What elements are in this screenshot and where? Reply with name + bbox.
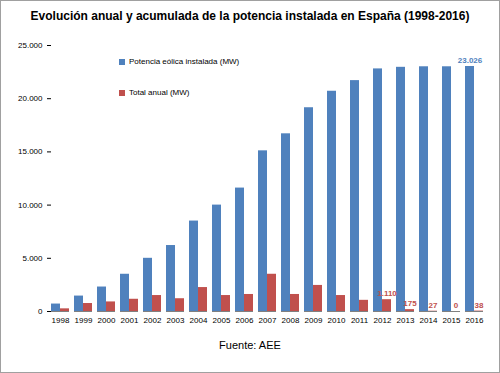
svg-text:2005: 2005	[213, 316, 231, 325]
html-text:Total anual (MW): Total anual (MW)	[129, 88, 190, 97]
svg-text:2014: 2014	[420, 316, 438, 325]
svg-text:2016: 2016	[466, 316, 484, 325]
svg-text:0: 0	[454, 301, 459, 310]
svg-text:2013: 2013	[397, 316, 415, 325]
svg-text:1.110: 1.110	[377, 289, 397, 298]
svg-text:2003: 2003	[167, 316, 185, 325]
svg-text:2015: 2015	[443, 316, 461, 325]
html-text:Potencia eólica instalada (MW): Potencia eólica instalada (MW)	[129, 57, 240, 66]
svg-text:2012: 2012	[374, 316, 392, 325]
html-text:Evolución anual y acumulada de: Evolución anual y acumulada de la potenc…	[30, 9, 470, 23]
svg-text:2007: 2007	[259, 316, 277, 325]
svg-text:2010: 2010	[328, 316, 346, 325]
svg-text:20.000: 20.000	[18, 94, 43, 103]
svg-text:2006: 2006	[236, 316, 254, 325]
svg-text:15.000: 15.000	[18, 147, 43, 156]
svg-text:1999: 1999	[75, 316, 93, 325]
svg-text:25.000: 25.000	[18, 41, 43, 50]
svg-text:2008: 2008	[282, 316, 300, 325]
svg-text:2004: 2004	[190, 316, 208, 325]
svg-text:1998: 1998	[52, 316, 70, 325]
svg-text:23.026: 23.026	[458, 56, 483, 65]
svg-text:5.000: 5.000	[22, 254, 43, 263]
svg-text:2002: 2002	[144, 316, 162, 325]
svg-text:2009: 2009	[305, 316, 323, 325]
svg-text:0: 0	[38, 307, 43, 316]
svg-text:27: 27	[429, 301, 438, 310]
html-text:Fuente: AEE: Fuente: AEE	[219, 339, 281, 351]
svg-text:2001: 2001	[121, 316, 139, 325]
svg-text:38: 38	[475, 301, 484, 310]
svg-text:2000: 2000	[98, 316, 116, 325]
svg-text:175: 175	[403, 299, 417, 308]
svg-text:2011: 2011	[351, 316, 369, 325]
svg-text:10.000: 10.000	[18, 201, 43, 210]
